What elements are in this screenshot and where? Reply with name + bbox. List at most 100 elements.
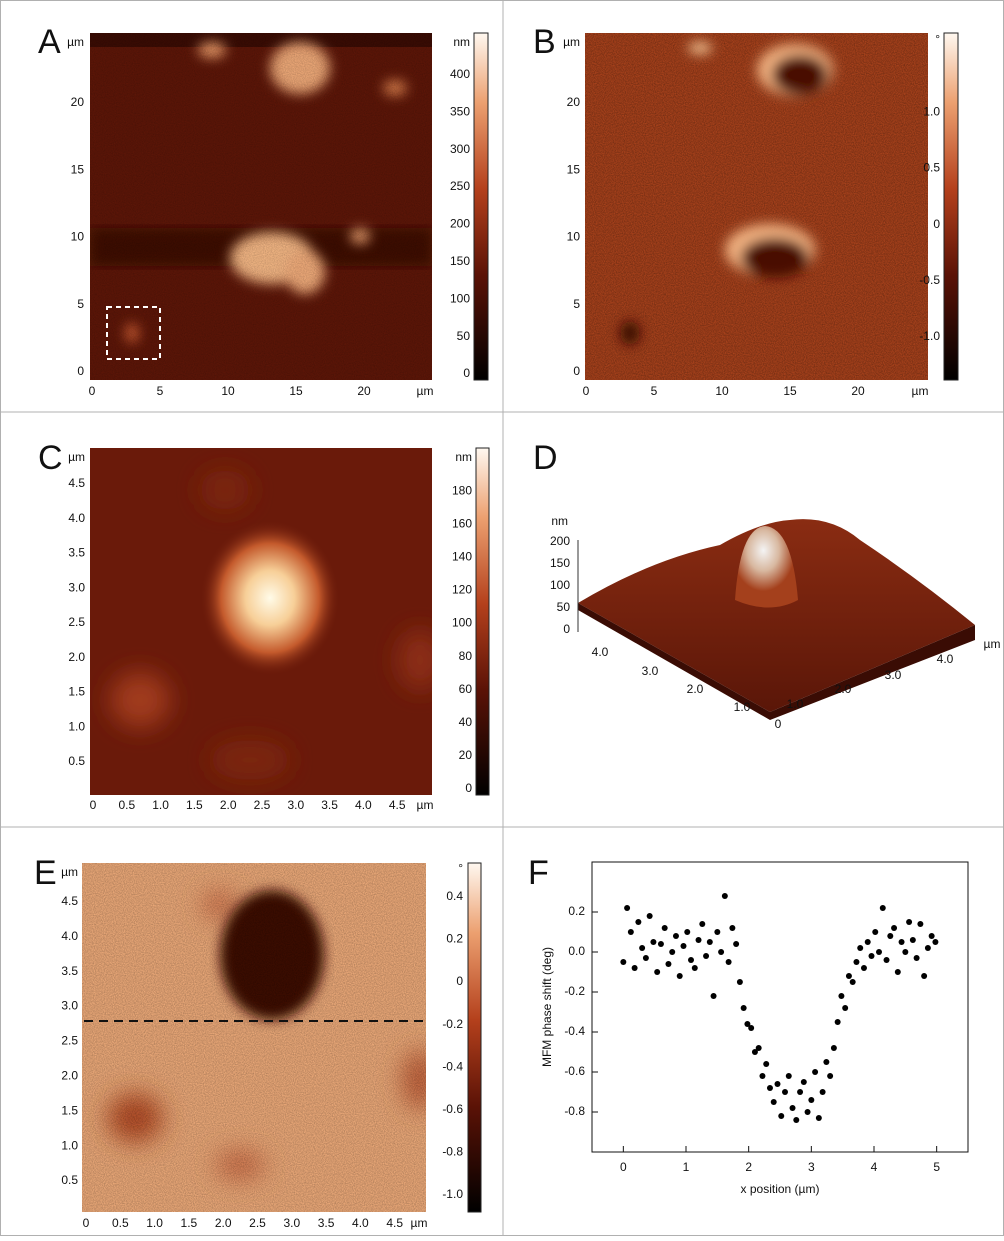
scatter-point <box>906 919 912 925</box>
x-tick-label: 1.5 <box>181 1216 198 1230</box>
y-unit: µm <box>67 35 84 49</box>
scatter-point <box>680 943 686 949</box>
scatter-point <box>865 939 871 945</box>
x-tick-label: 0.5 <box>112 1216 129 1230</box>
y-tick-label: 0 <box>573 364 580 378</box>
colorbar <box>468 863 481 1212</box>
scatter-point <box>853 959 859 965</box>
afm-3d-surface <box>578 519 975 720</box>
colorbar-tick-label: 350 <box>450 104 470 118</box>
scatter-point <box>703 953 709 959</box>
colorbar-tick-label: -0.4 <box>442 1059 463 1073</box>
colorbar-tick-label: 80 <box>459 649 473 663</box>
y-tick-label: 4.5 <box>61 894 78 908</box>
y-tick-label: 1.5 <box>61 1103 78 1117</box>
colorbar-tick-label: 150 <box>450 254 470 268</box>
scatter-point <box>771 1099 777 1105</box>
scatter-point <box>932 939 938 945</box>
colorbar-tick-label: 0.2 <box>446 932 463 946</box>
scatter-point <box>884 957 890 963</box>
scatter-point <box>650 939 656 945</box>
x-tick-label: 2.0 <box>835 682 852 696</box>
y-tick-label: 2.5 <box>61 1034 78 1048</box>
x-tick-label: 5 <box>933 1160 940 1174</box>
scatter-point <box>729 925 735 931</box>
panel-label: B <box>533 23 556 61</box>
scatter-point <box>632 965 638 971</box>
y-tick-label: -0.8 <box>564 1104 585 1118</box>
x-tick-label: 2 <box>745 1160 752 1174</box>
x-tick-label: 4 <box>871 1160 878 1174</box>
scatter-point <box>665 961 671 967</box>
x-tick-label: 10 <box>221 384 235 398</box>
scatter-point <box>910 937 916 943</box>
y-tick-label: 3.5 <box>68 546 85 560</box>
scatter-point <box>756 1045 762 1051</box>
x-tick-label: 3.5 <box>321 798 338 812</box>
scatter-point <box>647 913 653 919</box>
y-tick-label: 0 <box>77 364 84 378</box>
afm-image <box>90 33 432 380</box>
scatter-point <box>929 933 935 939</box>
z-tick-label: 200 <box>550 534 570 548</box>
x-tick-label: 5 <box>651 384 658 398</box>
x-tick-label: 10 <box>715 384 729 398</box>
y-tick-label: 0.5 <box>68 754 85 768</box>
x-tick-label: 20 <box>851 384 865 398</box>
y-tick-label: 1.0 <box>68 719 85 733</box>
scatter-point <box>748 1025 754 1031</box>
scatter-point <box>620 959 626 965</box>
afm-zoom-image <box>90 448 442 795</box>
colorbar-unit: nm <box>453 35 470 49</box>
scatter-point <box>808 1097 814 1103</box>
y-tick-label: 1.5 <box>68 685 85 699</box>
y-tick-label: 4.0 <box>68 511 85 525</box>
colorbar-tick-label: 60 <box>459 682 473 696</box>
scatter-point <box>835 1019 841 1025</box>
colorbar-tick-label: 50 <box>457 329 471 343</box>
x-unit: µm <box>912 384 929 398</box>
scatter-point <box>684 929 690 935</box>
scatter-point <box>677 973 683 979</box>
y-tick-label: 2.5 <box>68 615 85 629</box>
scatter-point <box>658 941 664 947</box>
y-tick-label: 2.0 <box>687 682 704 696</box>
colorbar-tick-label: 100 <box>452 616 472 630</box>
x-tick-label: 3.0 <box>885 668 902 682</box>
y-unit: µm <box>68 450 85 464</box>
z-tick-label: 100 <box>550 578 570 592</box>
panel-label: C <box>38 439 63 477</box>
x-tick-label: 4.5 <box>389 798 406 812</box>
colorbar-tick-label: -1.0 <box>919 329 940 343</box>
x-tick-label: 20 <box>357 384 371 398</box>
x-axis-label: x position (µm) <box>741 1182 820 1196</box>
y-unit: µm <box>563 35 580 49</box>
scatter-point <box>778 1113 784 1119</box>
z-tick-label: 0 <box>563 622 570 636</box>
colorbar <box>476 448 489 795</box>
colorbar-tick-label: 400 <box>450 67 470 81</box>
x-tick-label: 0.5 <box>118 798 135 812</box>
x-tick-label: 4.0 <box>355 798 372 812</box>
y-tick-label: 4.0 <box>592 645 609 659</box>
y-tick-label: 3.0 <box>68 580 85 594</box>
y-tick-label: 20 <box>71 95 85 109</box>
scatter-point <box>895 969 901 975</box>
colorbar-tick-label: 0 <box>463 366 470 380</box>
colorbar <box>944 33 958 380</box>
z-tick-label: 150 <box>550 556 570 570</box>
panel-label: F <box>528 854 549 892</box>
scatter-point <box>782 1089 788 1095</box>
scatter-point <box>718 949 724 955</box>
y-unit: µm <box>61 865 78 879</box>
scatter-point <box>899 939 905 945</box>
y-tick-label: 0.2 <box>568 904 585 918</box>
z-unit: nm <box>551 514 568 528</box>
x-tick-label: 2.5 <box>254 798 271 812</box>
panel-label: E <box>34 854 57 892</box>
x-tick-label: 1 <box>683 1160 690 1174</box>
scatter-point <box>673 933 679 939</box>
y-tick-label: 3.0 <box>61 999 78 1013</box>
scatter-point <box>842 1005 848 1011</box>
x-tick-label: 4.0 <box>937 652 954 666</box>
